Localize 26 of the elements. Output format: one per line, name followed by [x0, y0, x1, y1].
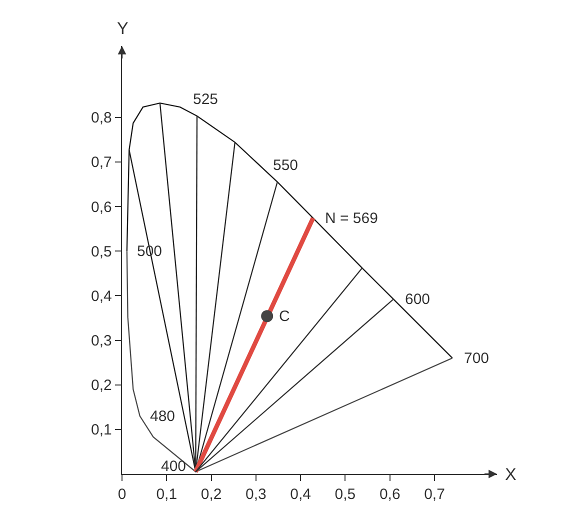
annotation: N = 569 [325, 210, 378, 227]
y-tick-label: 0,1 [91, 422, 112, 439]
y-tick-label: 0,6 [91, 198, 112, 216]
x-tick-label: 0,7 [424, 486, 445, 504]
x-tick-label: 0,1 [156, 486, 178, 504]
x-tick-label: 0,4 [290, 486, 311, 504]
x-tick-label: 0,2 [200, 486, 222, 504]
y-axis-title: Y [117, 19, 128, 38]
y-tick-label: 0,2 [91, 377, 112, 394]
annotation: 600 [405, 291, 430, 308]
annotation: C [279, 308, 290, 325]
y-tick-label: 0,3 [91, 332, 112, 350]
y-tick-label: 0,7 [91, 154, 112, 172]
annotation: 480 [150, 408, 176, 425]
annotation: 400 [161, 458, 186, 475]
x-tick-label: 0,6 [379, 486, 400, 504]
annotation: 525 [193, 91, 218, 108]
x-axis-title: X [505, 465, 516, 484]
x-tick-label: 0 [118, 486, 126, 504]
y-tick-label: 0,4 [91, 288, 112, 305]
annotation: 550 [273, 157, 298, 174]
annotation: 700 [464, 350, 490, 367]
y-tick-label: 0,5 [91, 243, 112, 260]
x-tick-label: 0,3 [246, 486, 266, 504]
y-tick-label: 0,8 [91, 110, 112, 127]
x-tick-label: 0,5 [334, 486, 356, 504]
